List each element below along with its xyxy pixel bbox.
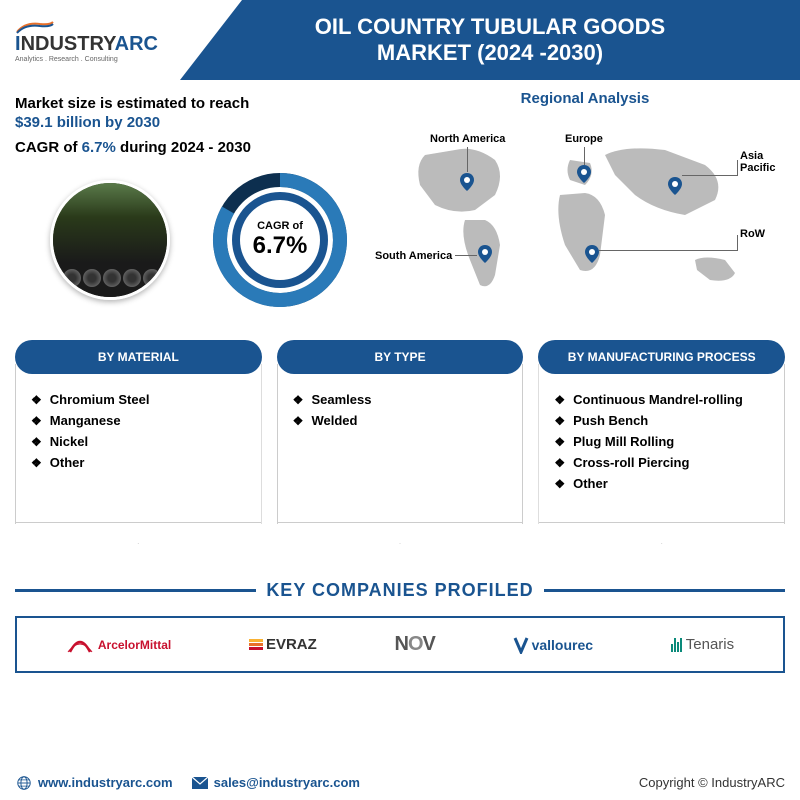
segment-manufacturing: BY MANUFACTURING PROCESS Continuous Mand… bbox=[538, 340, 785, 544]
segment-list: Continuous Mandrel-rolling Push Bench Pl… bbox=[554, 384, 769, 494]
company-name: ArcelorMittal bbox=[98, 638, 171, 652]
world-map-svg bbox=[385, 115, 785, 315]
list-item: Continuous Mandrel-rolling bbox=[554, 389, 769, 410]
map-pin-icon bbox=[460, 173, 474, 191]
world-map: North America Europe Asia Pacific South … bbox=[385, 115, 785, 315]
header: INDUSTRYARC Analytics . Research . Consu… bbox=[0, 0, 800, 85]
list-item: Chromium Steel bbox=[31, 389, 246, 410]
footer: www.industryarc.com sales@industryarc.co… bbox=[15, 775, 785, 790]
map-pin-icon bbox=[478, 245, 492, 263]
logo-tagline: Analytics . Research . Consulting bbox=[15, 56, 145, 63]
list-item: Plug Mill Rolling bbox=[554, 431, 769, 452]
list-item: Seamless bbox=[293, 389, 508, 410]
footer-website[interactable]: www.industryarc.com bbox=[15, 775, 173, 790]
regional-analysis: Regional Analysis North America Europe A… bbox=[385, 90, 785, 315]
list-item: Welded bbox=[293, 410, 508, 431]
market-size-label: Market size is estimated to reach bbox=[15, 95, 365, 112]
map-pin-icon bbox=[668, 177, 682, 195]
market-size-value: $39.1 billion by 2030 bbox=[15, 114, 365, 131]
map-pin-icon bbox=[577, 165, 591, 183]
logo-swoosh-icon bbox=[15, 20, 55, 35]
company-logo: Tenaris bbox=[671, 636, 734, 653]
company-name: Tenaris bbox=[686, 636, 734, 653]
divider-line bbox=[15, 589, 256, 592]
globe-icon bbox=[15, 776, 33, 790]
company-name: vallourec bbox=[532, 637, 593, 653]
donut-value: 6.7% bbox=[253, 232, 308, 260]
list-item: Cross-roll Piercing bbox=[554, 452, 769, 473]
list-item: Manganese bbox=[31, 410, 246, 431]
tenaris-icon bbox=[671, 638, 682, 652]
region-label: Europe bbox=[565, 133, 603, 145]
list-item: Nickel bbox=[31, 431, 246, 452]
segment-header: BY MATERIAL bbox=[15, 340, 262, 374]
segment-header: BY TYPE bbox=[277, 340, 524, 374]
evraz-icon bbox=[249, 639, 263, 650]
segment-header: BY MANUFACTURING PROCESS bbox=[538, 340, 785, 374]
company-logo: ArcelorMittal bbox=[66, 636, 171, 654]
map-pin-icon bbox=[585, 245, 599, 263]
company-logo: NOV bbox=[395, 633, 435, 656]
companies-section: KEY COMPANIES PROFILED ArcelorMittal EVR… bbox=[15, 580, 785, 673]
cagr-donut-chart: CAGR of 6.7% bbox=[210, 170, 350, 310]
product-photo bbox=[50, 180, 170, 300]
segment-list: Seamless Welded bbox=[293, 384, 508, 431]
title-line-2: MARKET (2024 -2030) bbox=[377, 40, 603, 66]
company-name: EVRAZ bbox=[266, 636, 317, 653]
footer-email[interactable]: sales@industryarc.com bbox=[191, 775, 360, 790]
logo: INDUSTRYARC Analytics . Research . Consu… bbox=[15, 15, 145, 63]
company-logo: EVRAZ bbox=[249, 636, 317, 653]
logo-text: INDUSTRYARC bbox=[15, 33, 145, 56]
companies-box: ArcelorMittal EVRAZ NOV vallourec Tena bbox=[15, 616, 785, 673]
region-label: North America bbox=[430, 133, 505, 145]
segment-type: BY TYPE Seamless Welded bbox=[277, 340, 524, 544]
title-banner: OIL COUNTRY TUBULAR GOODS MARKET (2024 -… bbox=[180, 0, 800, 80]
segments-row: BY MATERIAL Chromium Steel Manganese Nic… bbox=[15, 340, 785, 544]
donut-label: CAGR of bbox=[253, 220, 308, 232]
company-name: NOV bbox=[395, 633, 435, 656]
company-logo: vallourec bbox=[513, 636, 593, 654]
segment-material: BY MATERIAL Chromium Steel Manganese Nic… bbox=[15, 340, 262, 544]
segment-list: Chromium Steel Manganese Nickel Other bbox=[31, 384, 246, 473]
list-item: Other bbox=[554, 473, 769, 494]
region-label: South America bbox=[375, 250, 452, 262]
footer-copyright: Copyright © IndustryARC bbox=[639, 775, 785, 790]
companies-title: KEY COMPANIES PROFILED bbox=[266, 580, 533, 601]
divider-line bbox=[544, 589, 785, 592]
regional-title: Regional Analysis bbox=[385, 90, 785, 107]
list-item: Push Bench bbox=[554, 410, 769, 431]
vallourec-icon bbox=[513, 636, 529, 654]
market-size-block: Market size is estimated to reach $39.1 … bbox=[15, 95, 365, 156]
market-cagr-line: CAGR of 6.7% during 2024 - 2030 bbox=[15, 139, 365, 156]
arcelor-icon bbox=[66, 636, 94, 654]
region-label: Asia Pacific bbox=[740, 150, 785, 174]
list-item: Other bbox=[31, 452, 246, 473]
title-line-1: OIL COUNTRY TUBULAR GOODS bbox=[315, 14, 665, 40]
mail-icon bbox=[191, 776, 209, 790]
region-label: RoW bbox=[740, 228, 765, 240]
